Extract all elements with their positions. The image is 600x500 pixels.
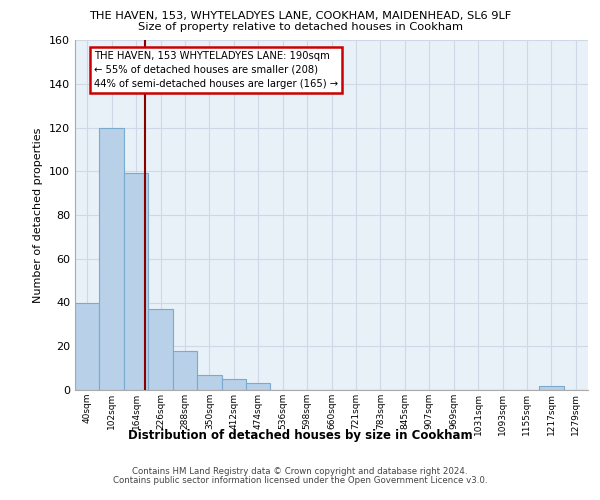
- Bar: [197, 374, 221, 390]
- Text: Distribution of detached houses by size in Cookham: Distribution of detached houses by size …: [128, 430, 472, 442]
- Bar: [539, 386, 563, 390]
- Bar: [100, 128, 124, 390]
- Text: Size of property relative to detached houses in Cookham: Size of property relative to detached ho…: [137, 22, 463, 32]
- Text: THE HAVEN, 153, WHYTELADYES LANE, COOKHAM, MAIDENHEAD, SL6 9LF: THE HAVEN, 153, WHYTELADYES LANE, COOKHA…: [89, 11, 511, 21]
- Bar: [124, 174, 148, 390]
- Text: Contains public sector information licensed under the Open Government Licence v3: Contains public sector information licen…: [113, 476, 487, 485]
- Bar: [246, 384, 271, 390]
- Bar: [173, 350, 197, 390]
- Bar: [148, 309, 173, 390]
- Text: THE HAVEN, 153 WHYTELADYES LANE: 190sqm
← 55% of detached houses are smaller (20: THE HAVEN, 153 WHYTELADYES LANE: 190sqm …: [94, 51, 338, 89]
- Bar: [221, 379, 246, 390]
- Y-axis label: Number of detached properties: Number of detached properties: [34, 128, 43, 302]
- Text: Contains HM Land Registry data © Crown copyright and database right 2024.: Contains HM Land Registry data © Crown c…: [132, 467, 468, 476]
- Bar: [75, 302, 100, 390]
